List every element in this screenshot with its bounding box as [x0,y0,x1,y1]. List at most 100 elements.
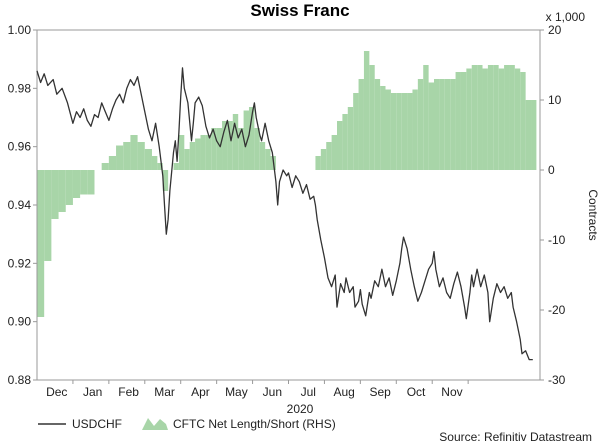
cftc-area-layer [37,51,537,317]
left-tick-label: 0.94 [8,198,32,212]
cftc-bar [200,135,206,170]
cftc-bar [487,65,494,170]
cftc-bar [173,163,179,170]
cftc-bar [380,86,386,170]
cftc-bar [232,114,239,170]
cftc-bar [331,135,338,170]
left-axis: 1.00 0.98 0.96 0.94 0.92 0.90 0.88 [8,23,37,387]
cftc-bar [520,72,526,170]
cftc-bar [417,79,424,170]
cftc-bar [116,145,124,170]
left-tick-label: 1.00 [8,23,32,37]
cftc-bar [108,156,117,170]
cftc-bar [238,128,244,170]
cftc-bar [259,142,266,170]
cftc-bar [412,89,418,170]
left-tick-label: 0.92 [8,256,32,270]
legend: USDCHF CFTC Net Length/Short (RHS) [38,417,336,431]
cftc-bar [498,68,505,170]
cftc-bar [342,114,348,170]
cftc-bar [37,170,45,317]
cftc-bar [137,142,145,170]
cftc-bar [254,128,260,170]
right-tick-label: 20 [548,23,562,37]
cftc-bar [195,138,201,170]
source-note: Source: Refinitiv Datastream [439,430,592,444]
x-tick-label: Jun [263,385,282,399]
cftc-bar [216,128,223,170]
cftc-bar [211,128,217,170]
right-axis: 20 10 0 -10 -20 -30 [540,23,566,387]
cftc-bar [326,142,332,170]
cftc-bar [401,93,408,170]
cftc-bar [525,100,532,170]
x-axis-label: 2020 [287,402,314,416]
left-tick-label: 0.96 [8,140,32,154]
cftc-bar [514,68,521,170]
cftc-bar [477,65,483,170]
legend-swatch-cftc [142,418,168,430]
cftc-bar [243,110,249,170]
x-tick-label: Mar [154,385,175,399]
x-tick-label: Oct [407,385,426,399]
cftc-bar [144,149,152,170]
cftc-bar [439,79,445,170]
cftc-bar [363,51,370,170]
cftc-bar [184,149,190,170]
cftc-bar [227,121,233,170]
cftc-bar [471,65,478,170]
cftc-bar [358,79,364,170]
left-tick-label: 0.98 [8,81,32,95]
cftc-bar [509,65,515,170]
cftc-bar [423,65,429,170]
left-tick-label: 0.90 [8,315,32,329]
cftc-bar [482,68,488,170]
left-tick-label: 0.88 [8,373,32,387]
right-tick-label: -30 [548,373,566,387]
right-tick-label: 0 [548,163,555,177]
cftc-bar [162,170,169,191]
x-tick-label: Dec [46,385,67,399]
cftc-bar [51,170,59,219]
x-axis: Dec Jan Feb Mar Apr May Jun Jul Aug Sep Oct Nov [46,380,469,399]
right-tick-label: 10 [548,93,562,107]
chart-title: Swiss Franc [250,1,349,20]
cftc-bar [80,170,88,195]
cftc-bar [460,72,467,170]
cftc-bar [374,79,381,170]
cftc-bar [151,156,158,170]
legend-label-usdchf: USDCHF [72,417,122,431]
cftc-bar [58,170,66,212]
cftc-bar [320,149,327,170]
cftc-bar [222,121,228,170]
legend-label-cftc: CFTC Net Length/Short (RHS) [173,417,336,431]
x-tick-label: Jan [83,385,102,399]
cftc-bar [189,142,196,170]
cftc-bar [407,93,413,170]
x-tick-label: May [225,385,248,399]
x-tick-label: Sep [369,385,391,399]
cftc-bar [353,93,359,170]
cftc-bar [123,142,131,170]
cftc-bar [531,100,537,170]
cftc-bar [466,68,472,170]
cftc-bar [493,65,499,170]
right-axis-label: Contracts [586,189,600,240]
cftc-bar [450,79,456,170]
x-tick-label: Feb [118,385,139,399]
x-tick-label: Jul [301,385,316,399]
usdchf-line-layer [36,67,533,361]
cftc-bar [385,89,391,170]
cftc-bar [178,135,185,170]
cftc-bar [455,72,461,170]
cftc-bar [434,79,440,170]
cftc-bar [444,79,451,170]
x-tick-label: Nov [441,385,462,399]
cftc-bar [504,65,510,170]
cftc-bar [315,156,321,170]
cftc-bar [157,163,163,170]
cftc-bar [390,93,397,170]
cftc-bar [369,65,375,170]
right-tick-label: -20 [548,303,566,317]
